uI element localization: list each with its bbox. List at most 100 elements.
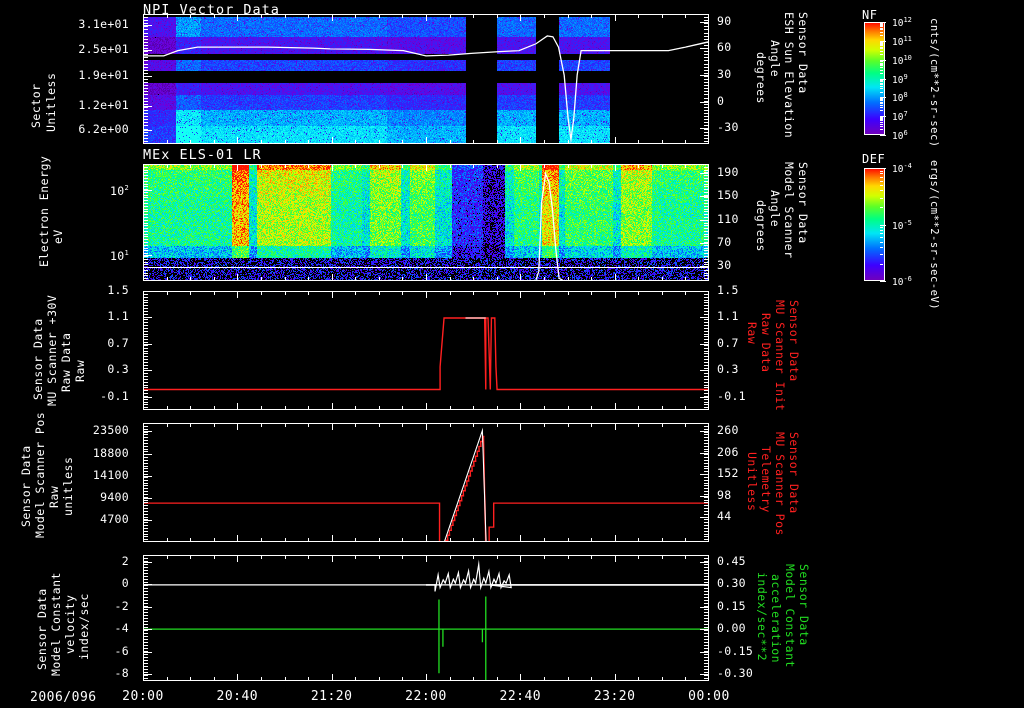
axis-tick [143, 636, 148, 637]
panel-velocity-left-title-line1: Sensor Data [35, 588, 49, 670]
axis-tick [237, 535, 238, 542]
axis-tick [591, 14, 592, 18]
axis-tick [704, 305, 709, 306]
axis-tick [704, 536, 709, 537]
axis-tick [704, 618, 709, 619]
colorbar-minor-tick [880, 135, 883, 136]
axis-tick [143, 471, 148, 472]
axis-tick [638, 423, 639, 427]
axis-tick [355, 291, 356, 295]
axis-tick [704, 164, 709, 165]
axis-tick [143, 429, 148, 430]
axis-tick [700, 102, 709, 103]
axis-tick [143, 113, 148, 114]
axis-tick [704, 262, 709, 263]
colorbar-minor-tick [880, 168, 883, 169]
axis-tick [402, 677, 403, 681]
axis-tick [704, 331, 709, 332]
axis-tick [143, 259, 148, 260]
axis-tick-label: 190 [717, 165, 739, 179]
axis-tick [704, 317, 709, 318]
axis-tick [143, 110, 148, 111]
axis-tick [143, 195, 148, 196]
colorbar-minor-tick [880, 105, 883, 106]
panel-npi-left-title-line1: Sector [29, 83, 43, 128]
axis-tick [700, 344, 709, 345]
axis-tick [143, 270, 148, 271]
axis-tick [544, 677, 545, 681]
axis-tick [662, 14, 663, 18]
colorbar-minor-tick [880, 43, 883, 44]
axis-tick [261, 538, 262, 542]
axis-tick [450, 538, 451, 542]
axis-tick [190, 14, 191, 18]
axis-tick [261, 677, 262, 681]
axis-tick-label: 260 [717, 423, 739, 437]
axis-tick [143, 437, 148, 438]
axis-tick [143, 463, 148, 464]
axis-tick-label: 1.5 [717, 283, 739, 297]
axis-tick [426, 137, 427, 144]
axis-tick [704, 264, 709, 265]
axis-tick [704, 300, 709, 301]
panel-scanpos-right-title-line1: Sensor Data [787, 432, 801, 514]
axis-tick [332, 164, 333, 171]
axis-tick [143, 278, 148, 279]
panel-scanpos-right-title-line3: Telemetry [759, 446, 773, 513]
axis-tick [638, 677, 639, 681]
axis-tick [143, 669, 148, 670]
panel-els-left-title-line2: eV [51, 229, 65, 244]
axis-tick [615, 674, 616, 681]
axis-tick-label: 110 [717, 212, 739, 226]
colorbar-minor-tick [880, 97, 883, 98]
axis-tick [700, 173, 709, 174]
axis-tick [143, 239, 148, 240]
axis-tick [167, 423, 168, 427]
axis-tick [143, 45, 148, 46]
axis-tick [308, 555, 309, 559]
axis-tick [450, 277, 451, 281]
panel-velocity-left-title-line3: velocity [63, 594, 77, 654]
axis-tick [143, 331, 148, 332]
axis-tick [143, 362, 148, 363]
axis-tick [704, 399, 709, 400]
axis-tick [143, 23, 148, 24]
axis-tick [685, 140, 686, 144]
axis-tick [591, 277, 592, 281]
axis-tick [704, 494, 709, 495]
axis-tick [143, 657, 148, 658]
axis-tick [704, 297, 709, 298]
axis-tick [704, 26, 709, 27]
axis-tick [332, 423, 333, 430]
axis-tick [704, 245, 709, 246]
axis-tick [700, 674, 709, 675]
colorbar-minor-tick [880, 63, 883, 64]
colorbar-minor-tick [880, 29, 883, 30]
axis-tick-label: 4700 [100, 512, 129, 526]
panel-els-right-title-line3: Angle [768, 190, 782, 228]
axis-tick [143, 440, 148, 441]
axis-tick [261, 291, 262, 295]
axis-tick [662, 406, 663, 410]
axis-tick [473, 164, 474, 168]
axis-tick [520, 403, 521, 410]
axis-tick [261, 406, 262, 410]
axis-tick [704, 642, 709, 643]
axis-tick [143, 603, 148, 604]
colorbar-tick-label: 107 [892, 110, 908, 124]
axis-tick [704, 325, 709, 326]
axis-tick [704, 113, 709, 114]
axis-tick [704, 594, 709, 595]
axis-tick [704, 488, 709, 489]
axis-tick [704, 660, 709, 661]
axis-tick [143, 525, 148, 526]
axis-tick [704, 356, 709, 357]
axis-tick [615, 274, 616, 281]
axis-tick [261, 164, 262, 168]
colorbar-tick-label: 1011 [892, 34, 912, 48]
axis-tick [638, 291, 639, 295]
colorbar-minor-tick [880, 177, 883, 178]
colorbar-minor-tick [880, 65, 883, 66]
panel-model-constant-velocity [143, 555, 709, 681]
axis-tick [143, 498, 152, 499]
